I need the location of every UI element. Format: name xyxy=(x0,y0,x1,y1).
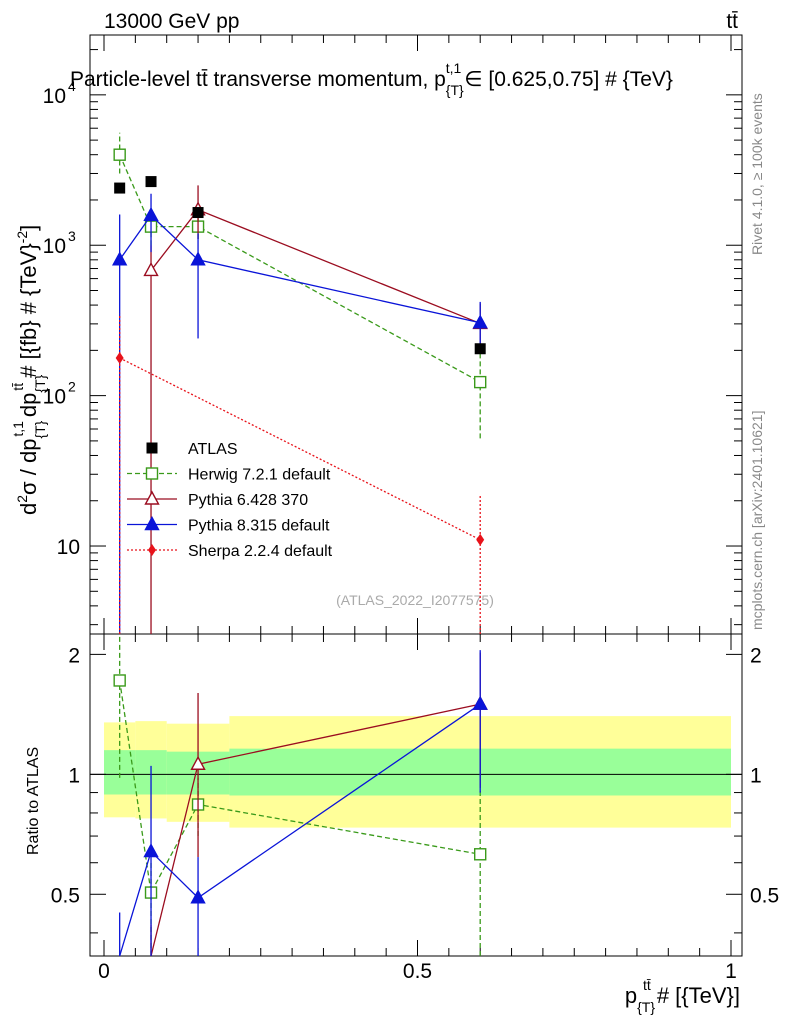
pythia8-ratio-line xyxy=(119,703,481,957)
main-y-tick-label: 10 xyxy=(43,235,66,258)
pythia8-line xyxy=(119,214,481,324)
x-tick-label: 1 xyxy=(725,960,737,983)
x-tick-label: 0.5 xyxy=(403,960,432,983)
sherpa-line xyxy=(119,357,481,541)
herwig-point xyxy=(474,375,487,389)
ratio-plot-frame xyxy=(89,633,743,957)
main-y-tick-exponent: 3 xyxy=(68,228,76,244)
legend-label-pythia8: Pythia 8.315 default xyxy=(188,518,330,535)
analysis-watermark: (ATLAS_2022_I2077575) xyxy=(336,592,494,608)
sherpa-point xyxy=(476,533,485,546)
pythia8-point xyxy=(111,251,128,266)
process-label: tt̄ xyxy=(726,10,738,33)
pythia8-point xyxy=(143,206,159,222)
main-y-tick-label: 10 xyxy=(43,386,66,409)
herwig-line xyxy=(119,154,481,383)
atlas-data-point xyxy=(145,176,157,188)
ratio-y-tick-label: 0.5 xyxy=(51,884,80,907)
legend-marker-pythia6 xyxy=(144,490,160,505)
x-tick-label: 0 xyxy=(98,960,110,983)
main-y-tick-label: 10 xyxy=(57,536,80,559)
main-y-tick-exponent: 2 xyxy=(68,379,76,395)
atlas-data-point xyxy=(192,207,204,219)
main-y-axis-label: d2σ / dp{T}t,1dp{T}tt̄# [{fb} # {TeV}-2] xyxy=(10,225,48,515)
ratio-uncertainty-bands xyxy=(90,716,742,828)
pythia8-point xyxy=(190,251,206,266)
sherpa-point xyxy=(115,351,124,364)
ratio-y-axis-label: Ratio to ATLAS xyxy=(25,747,42,855)
rivet-version-label: Rivet 4.1.0, ≥ 100k events xyxy=(749,93,765,255)
plot-title: Particle-level tt̄ transverse momentum, … xyxy=(70,60,673,98)
pythia6-point xyxy=(143,261,159,277)
ratio-band-inner xyxy=(104,750,136,795)
ratio-y-tick-label-right: 1 xyxy=(750,764,762,787)
mcplots-label: mcplots.cern.ch [arXiv:2401.10621] xyxy=(749,411,765,630)
herwig-ratio-point xyxy=(113,674,126,687)
main-y-tick-exponent: 4 xyxy=(68,78,76,94)
pythia6-ratio-point xyxy=(190,755,206,770)
legend-label-sherpa: Sherpa 2.2.4 default xyxy=(188,543,333,560)
ratio-y-tick-label: 2 xyxy=(68,644,80,667)
legend-marker-herwig xyxy=(145,467,159,480)
legend-marker-pythia8 xyxy=(144,516,160,531)
ratio-plot-series xyxy=(113,636,488,957)
atlas-data-point xyxy=(114,182,126,194)
herwig-ratio-point xyxy=(474,848,487,861)
atlas-data-point xyxy=(474,343,486,355)
ratio-y-tick-label: 1 xyxy=(68,764,80,787)
pythia8-ratio-point xyxy=(190,889,206,904)
ratio-y-tick-label-right: 0.5 xyxy=(750,884,779,907)
ratio-y-tick-label-right: 2 xyxy=(750,644,762,667)
legend-label-pythia6: Pythia 6.428 370 xyxy=(188,492,308,509)
main-plot-series xyxy=(111,132,488,634)
herwig-point xyxy=(113,148,126,161)
main-y-tick-label: 10 xyxy=(43,85,66,108)
legend-marker-sherpa xyxy=(148,544,156,556)
legend-label-atlas: ATLAS xyxy=(188,441,238,458)
energy-label: 13000 GeV pp xyxy=(104,10,239,33)
legend-marker-atlas xyxy=(146,442,158,454)
legend-label-herwig: Herwig 7.2.1 default xyxy=(188,467,331,484)
x-axis-label: p{T}tt̄ # [{TeV}] xyxy=(625,977,740,1015)
legend: ATLAS Herwig 7.2.1 default Pythia 6.428 37… xyxy=(127,441,333,560)
pythia8-point xyxy=(472,314,488,329)
herwig-ratio-line xyxy=(119,680,481,895)
pythia8-ratio-point xyxy=(143,843,159,858)
pythia8-ratio-point xyxy=(472,695,488,710)
